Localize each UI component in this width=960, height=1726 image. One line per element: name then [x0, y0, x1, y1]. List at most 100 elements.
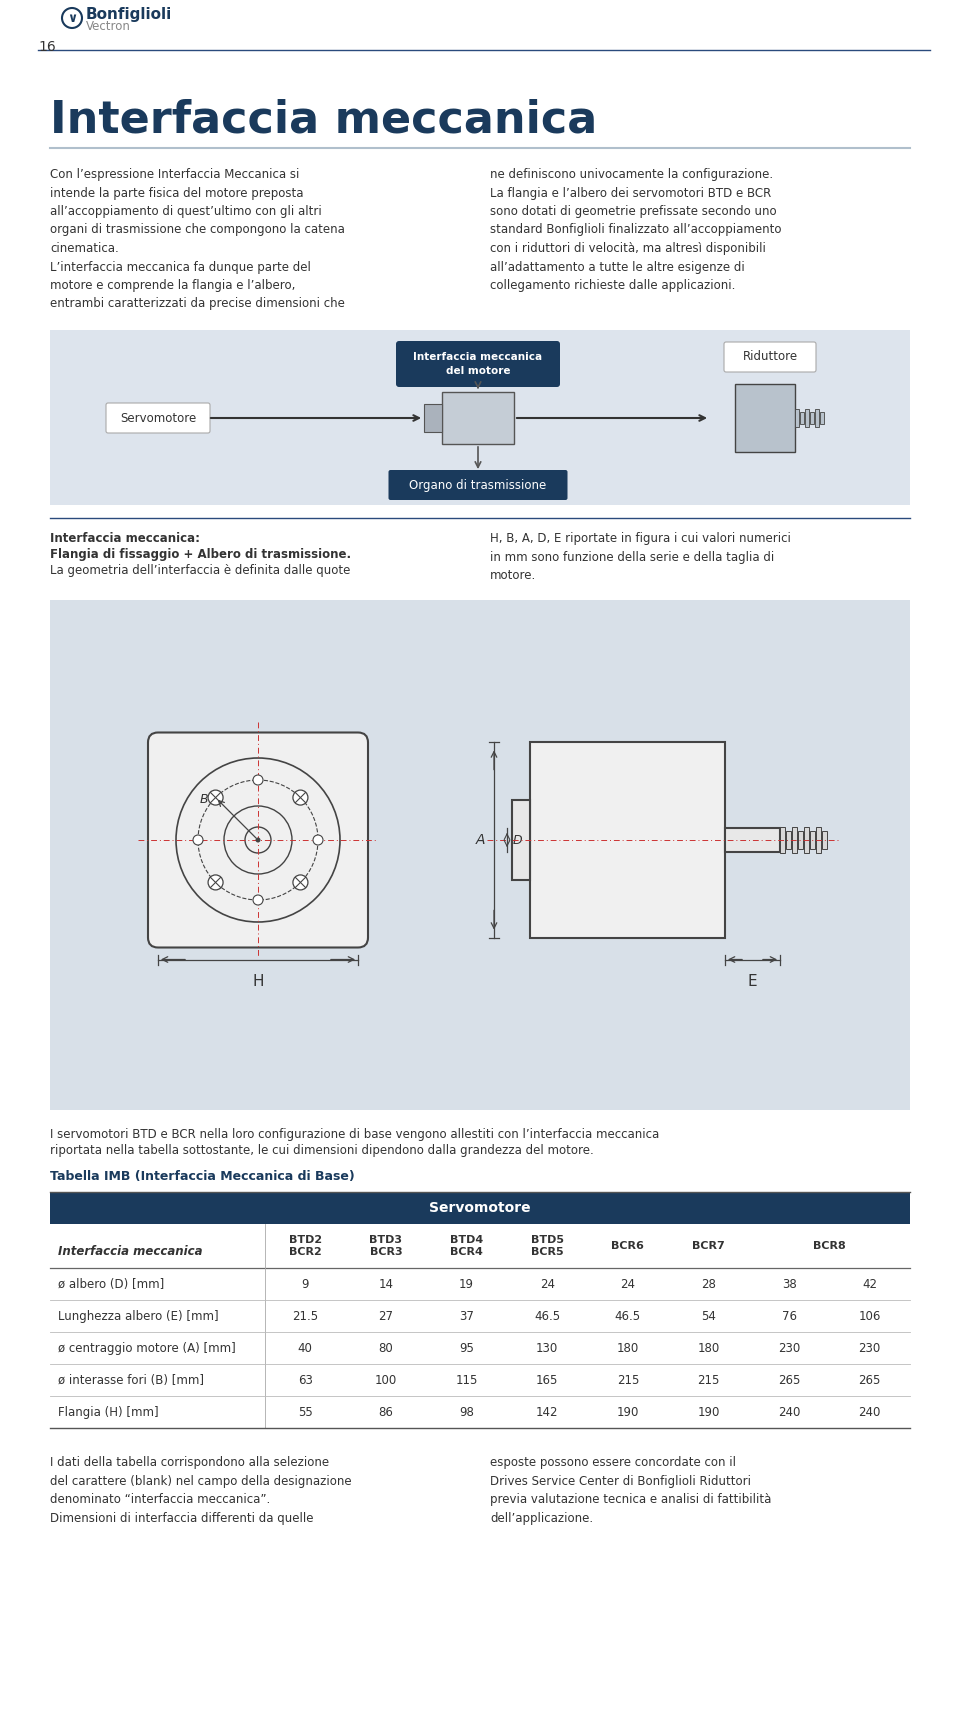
- Bar: [725, 828, 780, 853]
- Text: 230: 230: [858, 1341, 881, 1355]
- FancyBboxPatch shape: [724, 342, 816, 373]
- Text: Servomotore: Servomotore: [429, 1201, 531, 1215]
- Text: 240: 240: [778, 1405, 801, 1419]
- Text: 240: 240: [858, 1405, 881, 1419]
- Text: 98: 98: [459, 1405, 474, 1419]
- Circle shape: [208, 875, 223, 891]
- Circle shape: [62, 9, 82, 28]
- Bar: [780, 827, 785, 853]
- Text: 54: 54: [701, 1310, 716, 1322]
- Text: 100: 100: [374, 1374, 397, 1386]
- Text: 38: 38: [781, 1277, 797, 1291]
- Text: 28: 28: [701, 1277, 716, 1291]
- Bar: [810, 830, 815, 849]
- Text: Con l’espressione Interfaccia Meccanica si
intende la parte fisica del motore pr: Con l’espressione Interfaccia Meccanica …: [50, 167, 345, 311]
- Bar: [50, 1364, 910, 1396]
- FancyBboxPatch shape: [148, 732, 368, 948]
- Circle shape: [313, 835, 323, 846]
- Text: B: B: [200, 792, 208, 806]
- FancyBboxPatch shape: [389, 469, 567, 501]
- Text: E: E: [748, 973, 757, 989]
- Text: Vectron: Vectron: [86, 19, 131, 33]
- Text: ne definiscono univocamente la configurazione.
La flangia e l’albero dei servomo: ne definiscono univocamente la configura…: [490, 167, 781, 292]
- Text: esposte possono essere concordate con il
Drives Service Center di Bonfiglioli Ri: esposte possono essere concordate con il…: [490, 1457, 772, 1524]
- Text: Organo di trasmissione: Organo di trasmissione: [409, 478, 546, 492]
- Circle shape: [208, 791, 223, 804]
- Bar: [804, 827, 809, 853]
- Bar: [424, 404, 442, 432]
- Text: 46.5: 46.5: [614, 1310, 641, 1322]
- Text: 16: 16: [38, 40, 56, 54]
- Text: 106: 106: [858, 1310, 881, 1322]
- Bar: [810, 413, 814, 425]
- Bar: [786, 830, 791, 849]
- Circle shape: [293, 875, 308, 891]
- Bar: [820, 413, 824, 425]
- Text: 265: 265: [778, 1374, 801, 1386]
- FancyBboxPatch shape: [106, 402, 210, 433]
- Text: 19: 19: [459, 1277, 474, 1291]
- Text: I servomotori BTD e BCR nella loro configurazione di base vengono allestiti con : I servomotori BTD e BCR nella loro confi…: [50, 1129, 660, 1141]
- Text: BTD4
BCR4: BTD4 BCR4: [450, 1234, 483, 1257]
- Bar: [50, 601, 910, 1110]
- Text: BCR7: BCR7: [692, 1241, 725, 1251]
- Text: 42: 42: [862, 1277, 877, 1291]
- Text: 130: 130: [536, 1341, 559, 1355]
- Text: Interfaccia meccanica: Interfaccia meccanica: [50, 98, 597, 142]
- Text: Interfaccia meccanica:: Interfaccia meccanica:: [50, 532, 200, 545]
- Text: 265: 265: [858, 1374, 881, 1386]
- Bar: [50, 1300, 910, 1332]
- Text: BTD5
BCR5: BTD5 BCR5: [531, 1234, 564, 1257]
- Text: 86: 86: [378, 1405, 394, 1419]
- Bar: [50, 330, 910, 506]
- Text: 76: 76: [781, 1310, 797, 1322]
- Text: 80: 80: [378, 1341, 394, 1355]
- FancyBboxPatch shape: [396, 342, 560, 387]
- Bar: [50, 1396, 910, 1427]
- Text: BTD2
BCR2: BTD2 BCR2: [289, 1234, 322, 1257]
- Text: 24: 24: [620, 1277, 636, 1291]
- Bar: [735, 383, 795, 452]
- Text: Interfaccia meccanica
del motore: Interfaccia meccanica del motore: [414, 352, 542, 376]
- Text: D: D: [513, 834, 522, 846]
- Text: H, B, A, D, E riportate in figura i cui valori numerici
in mm sono funzione dell: H, B, A, D, E riportate in figura i cui …: [490, 532, 791, 582]
- Text: 21.5: 21.5: [292, 1310, 319, 1322]
- Text: 95: 95: [459, 1341, 474, 1355]
- Text: 14: 14: [378, 1277, 394, 1291]
- Text: 190: 190: [697, 1405, 720, 1419]
- Text: I dati della tabella corrispondono alla selezione
del carattere (blank) nel camp: I dati della tabella corrispondono alla …: [50, 1457, 351, 1524]
- Text: riportata nella tabella sottostante, le cui dimensioni dipendono dalla grandezza: riportata nella tabella sottostante, le …: [50, 1144, 593, 1156]
- Text: 180: 180: [616, 1341, 639, 1355]
- Text: 37: 37: [459, 1310, 474, 1322]
- Text: La geometria dell’interfaccia è definita dalle quote: La geometria dell’interfaccia è definita…: [50, 564, 350, 576]
- Text: A: A: [475, 834, 485, 847]
- Text: 165: 165: [536, 1374, 559, 1386]
- Text: 40: 40: [298, 1341, 313, 1355]
- Text: ∨: ∨: [67, 12, 77, 24]
- Text: ø interasse fori (B) [mm]: ø interasse fori (B) [mm]: [58, 1374, 204, 1386]
- Text: Bonfiglioli: Bonfiglioli: [86, 7, 172, 21]
- Circle shape: [253, 775, 263, 785]
- Bar: [442, 392, 514, 444]
- Bar: [50, 1332, 910, 1364]
- Text: 215: 215: [697, 1374, 720, 1386]
- Text: ø centraggio motore (A) [mm]: ø centraggio motore (A) [mm]: [58, 1341, 236, 1355]
- Text: 115: 115: [455, 1374, 478, 1386]
- Bar: [822, 830, 827, 849]
- Text: Tabella IMB (Interfaccia Meccanica di Base): Tabella IMB (Interfaccia Meccanica di Ba…: [50, 1170, 355, 1182]
- Text: 63: 63: [298, 1374, 313, 1386]
- Bar: [50, 1269, 910, 1300]
- Text: Lunghezza albero (E) [mm]: Lunghezza albero (E) [mm]: [58, 1310, 219, 1322]
- Circle shape: [255, 837, 260, 842]
- Text: 180: 180: [697, 1341, 720, 1355]
- Bar: [512, 799, 530, 880]
- Bar: [815, 409, 819, 426]
- Text: H: H: [252, 973, 264, 989]
- Bar: [792, 827, 797, 853]
- Text: Flangia (H) [mm]: Flangia (H) [mm]: [58, 1405, 158, 1419]
- Text: 215: 215: [616, 1374, 639, 1386]
- Bar: [800, 413, 804, 425]
- Bar: [795, 409, 799, 426]
- Bar: [798, 830, 803, 849]
- Circle shape: [253, 896, 263, 904]
